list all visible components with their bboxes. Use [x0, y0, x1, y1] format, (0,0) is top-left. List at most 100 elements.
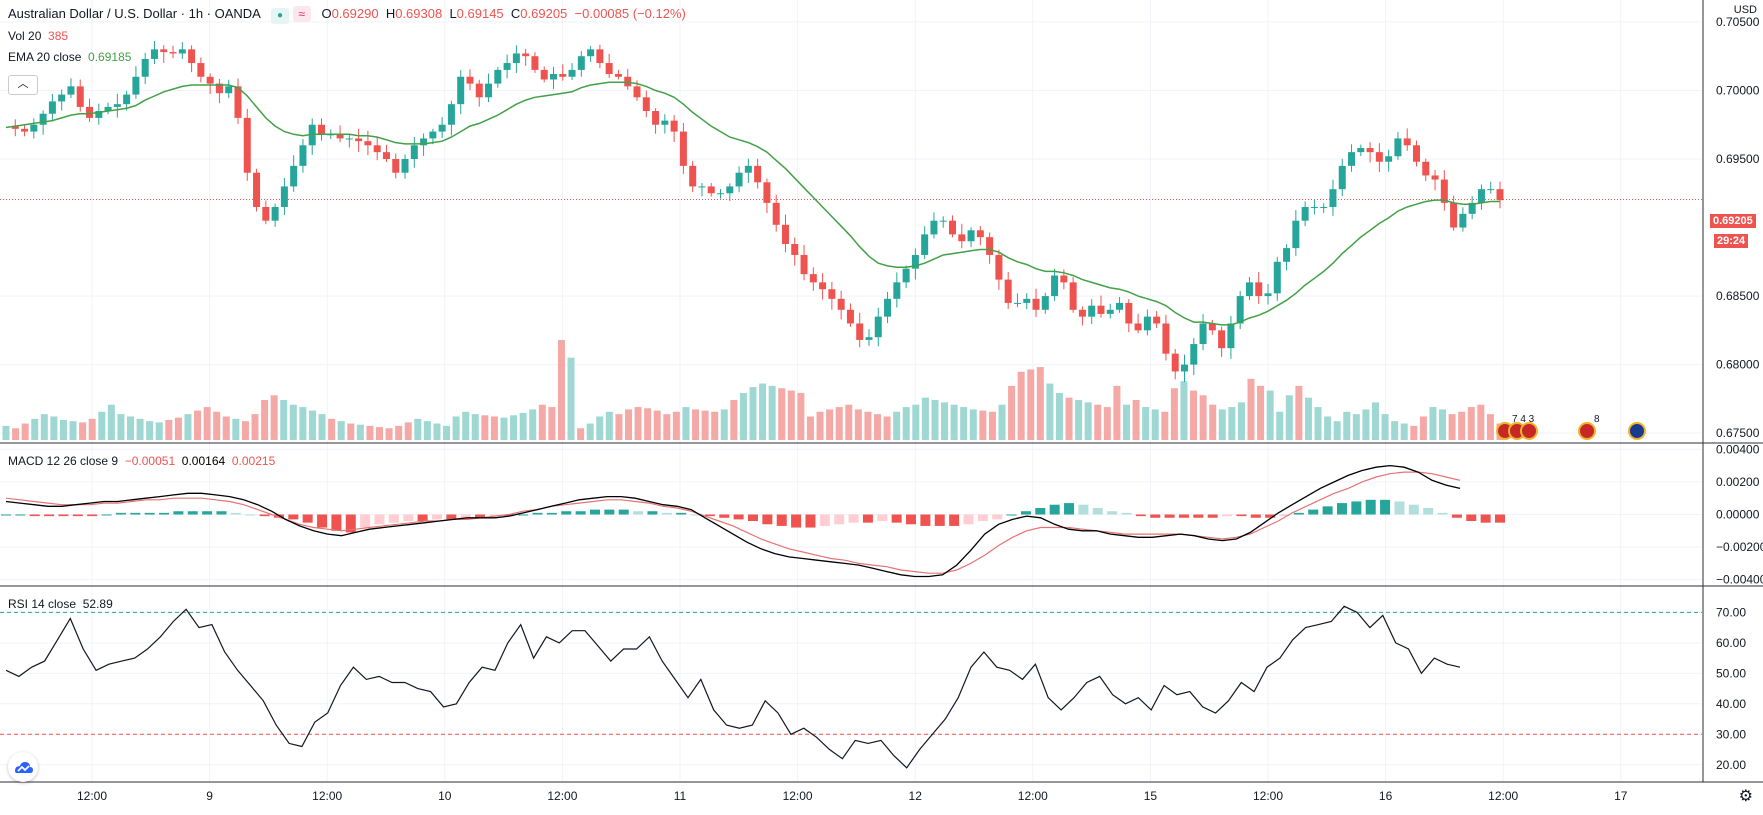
macd-histogram-bar — [317, 514, 328, 528]
macd-histogram-bar — [877, 514, 888, 522]
candle-body — [466, 76, 474, 84]
settings-gear-icon[interactable]: ⚙ — [1738, 788, 1753, 805]
volume-bar — [845, 404, 853, 440]
symbol-title[interactable]: Australian Dollar / U.S. Dollar · 1h · O… — [8, 6, 261, 21]
volume-bar — [950, 404, 958, 440]
currency-label[interactable]: USD — [1733, 4, 1757, 16]
rsi-tick-label: 40.00 — [1716, 697, 1746, 711]
macd-histogram-bar — [431, 514, 442, 520]
volume-bar — [318, 414, 326, 440]
volume-bar — [557, 340, 565, 440]
volume-bar — [797, 392, 805, 440]
candle-body — [11, 126, 19, 129]
candle-body — [1116, 302, 1124, 310]
candle-body — [475, 83, 483, 98]
volume-bar — [1190, 390, 1198, 440]
macd-histogram-bar — [101, 514, 112, 516]
macd-histogram-bar — [1351, 501, 1362, 515]
candle-body — [1385, 156, 1393, 162]
rsi-legend[interactable]: RSI 14 close 52.89 — [8, 597, 113, 611]
candle-body — [76, 86, 84, 107]
macd-histogram-bar — [1365, 499, 1376, 515]
volume-bar — [529, 409, 537, 440]
macd-histogram-bar — [29, 514, 40, 517]
candle-body — [1477, 189, 1485, 203]
macd-line — [5, 464, 1461, 578]
volume-bar — [165, 420, 173, 440]
close-value: 0.69205 — [520, 6, 568, 21]
candle-body — [373, 145, 381, 153]
volume-bar — [672, 411, 680, 440]
volume-bar — [500, 417, 508, 440]
macd-label: MACD 12 26 close 9 — [8, 454, 119, 468]
volume-bar — [1439, 409, 1447, 440]
candle-body — [1255, 282, 1263, 297]
volume-bar — [174, 417, 182, 440]
volume-bar — [567, 357, 575, 440]
candle-body — [58, 94, 66, 102]
volume-bar — [577, 428, 585, 440]
candle-body — [243, 117, 251, 173]
volume-bar — [634, 407, 642, 440]
macd-histogram-bar — [331, 514, 342, 531]
macd-histogram-bar — [949, 514, 960, 526]
volume-bar — [1486, 414, 1494, 440]
volume-bar — [1151, 409, 1159, 440]
macd-histogram-bar — [561, 511, 572, 515]
volume-bar — [730, 400, 738, 440]
candle-body — [559, 74, 567, 77]
market-open-icon[interactable]: ● — [270, 8, 289, 24]
candle-body — [522, 53, 530, 57]
candle-body — [837, 298, 845, 310]
candle-body — [392, 159, 400, 173]
candle-body — [1496, 189, 1504, 201]
au-flag-icon — [1628, 422, 1646, 440]
candle-body — [633, 86, 641, 98]
candle-body — [549, 74, 557, 80]
macd-histogram-bar — [1222, 514, 1233, 517]
macd-histogram-bar — [1495, 514, 1505, 523]
tradingview-logo-button[interactable] — [8, 752, 38, 782]
bar-countdown: 29:24 — [1714, 234, 1749, 248]
macd-histogram-bar — [1092, 507, 1103, 515]
event-count-1[interactable]: 7 4 3 — [1512, 414, 1535, 425]
price-tick-label: 0.69500 — [1716, 152, 1760, 166]
candle-body — [30, 124, 38, 132]
candle-body — [846, 309, 854, 324]
open-label: O — [321, 6, 332, 21]
candle-body — [1088, 305, 1096, 317]
macd-histogram-bar — [1466, 514, 1477, 522]
macd-histogram-bar — [187, 511, 198, 515]
volume-bar — [883, 416, 891, 440]
candle-body — [726, 186, 734, 194]
macd-histogram-bar — [733, 514, 744, 520]
volume-bar — [1209, 404, 1217, 440]
macd-histogram-bar — [1193, 514, 1204, 518]
candle-body — [986, 237, 994, 255]
macd-legend[interactable]: MACD 12 26 close 9 −0.00051 0.00164 0.00… — [8, 454, 275, 468]
candle-body — [819, 282, 827, 290]
candle-body — [1273, 261, 1281, 294]
candle-body — [1375, 152, 1383, 162]
candle-body — [967, 230, 975, 242]
volume-bar — [1295, 385, 1303, 440]
macd-histogram-bar — [1035, 507, 1046, 515]
candle-body — [225, 86, 233, 94]
macd-histogram-bar — [1437, 512, 1448, 515]
macd-histogram-bar — [776, 514, 787, 526]
candle-body — [1431, 175, 1439, 180]
rsi-pane — [0, 605, 1702, 769]
ema-legend[interactable]: EMA 20 close 0.69185 — [8, 50, 131, 64]
time-tick-label: 12:00 — [77, 789, 107, 803]
volume-legend[interactable]: Vol 20 385 — [8, 29, 68, 43]
data-wave-icon[interactable]: ≈ — [292, 6, 311, 22]
candle-body — [614, 74, 622, 77]
event-count-2[interactable]: 8 — [1594, 414, 1600, 425]
macd-histogram-bar — [647, 511, 658, 515]
candle-body — [48, 101, 56, 114]
collapse-legend-button[interactable]: ︿ — [8, 75, 38, 95]
macd-histogram-bar — [417, 514, 428, 522]
macd-histogram-bar — [230, 512, 241, 515]
